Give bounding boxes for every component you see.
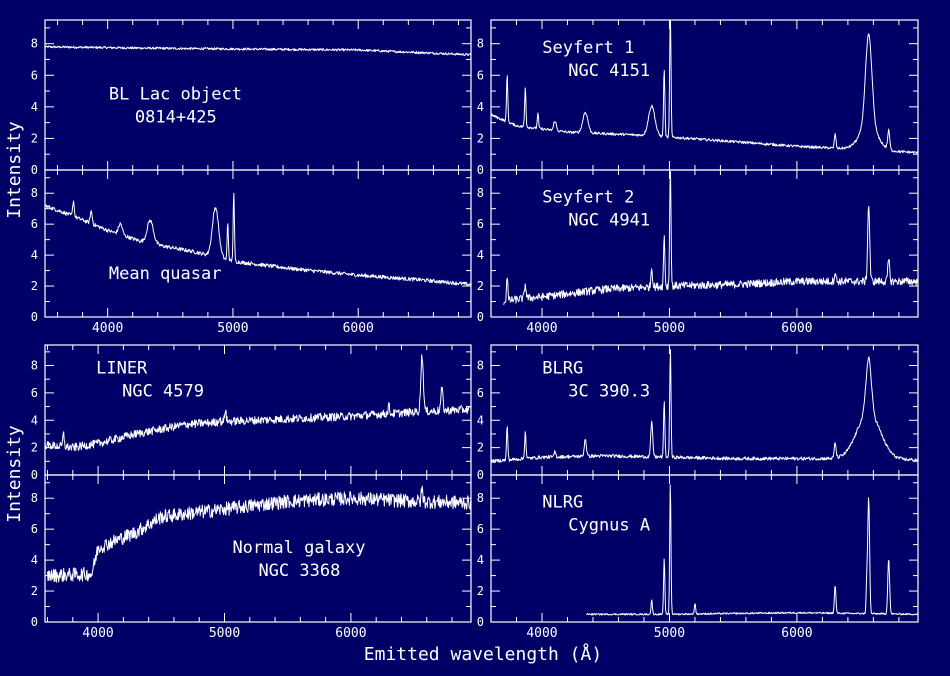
spectrum-line	[44, 192, 472, 287]
y-tick-label: 6	[477, 217, 484, 231]
y-tick-label: 8	[477, 491, 484, 505]
spectrum-line	[490, 349, 919, 464]
object-name-label: 0814+425	[135, 108, 217, 128]
x-tick-label: 6000	[343, 321, 374, 336]
object-class-label: Seyfert 1	[542, 38, 634, 58]
y-axis-label-bottom: Intensity	[4, 425, 25, 523]
y-tick-label: 8	[477, 37, 484, 51]
object-name-label: NGC 3368	[258, 561, 340, 581]
object-name-label: NGC 4941	[568, 210, 650, 230]
y-tick-label: 2	[477, 441, 484, 455]
object-class-label: LINER	[96, 359, 148, 379]
x-tick-label: 4000	[526, 321, 557, 336]
y-tick-label: 8	[477, 186, 484, 200]
spectrum-panel-6: 4000 5000 6000 0 2 4 6 8 Normal galaxy NGC 3368	[31, 474, 472, 641]
y-tick-label: 0	[31, 310, 38, 324]
object-class-label: Seyfert 2	[542, 187, 634, 207]
y-tick-label: 2	[477, 584, 484, 598]
y-tick-label: 2	[477, 279, 484, 293]
x-tick-label: 6000	[781, 626, 812, 641]
object-class-label: BLRG	[542, 359, 583, 379]
x-tick-label: 6000	[781, 321, 812, 336]
object-name-label: 3C 390.3	[568, 382, 650, 402]
y-tick-label: 8	[31, 359, 38, 373]
y-tick-label: 8	[31, 37, 38, 51]
x-tick-label: 4000	[92, 321, 123, 336]
y-tick-label: 6	[31, 68, 38, 82]
x-tick-label: 6000	[335, 626, 366, 641]
spectrum-panel-1: 0 2 4 6 8 BL Lac object 0814+425	[31, 19, 472, 177]
y-tick-label: 4	[31, 553, 38, 567]
y-tick-label: 0	[31, 615, 38, 629]
x-axis-label: Emitted wavelength (Å)	[364, 643, 602, 665]
x-tick-label: 4000	[526, 626, 557, 641]
spectrum-panel-5: 0 2 4 6 8 LINER NGC 4579	[31, 344, 472, 482]
y-tick-label: 6	[477, 68, 484, 82]
x-tick-label: 5000	[209, 626, 240, 641]
object-class-label: NLRG	[542, 492, 583, 512]
y-tick-label: 4	[477, 553, 484, 567]
spectrum-panel-7: 0 2 4 6 8 BLRG 3C 390.3	[477, 344, 919, 482]
y-tick-label: 2	[31, 131, 38, 145]
panel-frame	[44, 474, 472, 623]
x-tick-label: 5000	[654, 626, 685, 641]
y-tick-label: 8	[31, 186, 38, 200]
spectrum-line	[44, 354, 472, 452]
spectrum-panel-4: 4000 5000 6000 0 2 4 6 8 Seyfert 2 NGC 4941	[477, 169, 919, 336]
panel-frame	[490, 474, 919, 623]
y-tick-label: 6	[477, 522, 484, 536]
object-name-label: NGC 4151	[568, 61, 650, 81]
y-axis-label-top: Intensity	[4, 121, 25, 219]
y-tick-label: 2	[31, 279, 38, 293]
spectrum-line	[47, 485, 472, 583]
y-tick-label: 4	[31, 248, 38, 262]
y-tick-label: 0	[477, 468, 484, 482]
y-tick-label: 6	[31, 386, 38, 400]
object-name-label: Cygnus A	[568, 515, 650, 535]
y-tick-label: 2	[31, 584, 38, 598]
y-tick-label: 4	[31, 100, 38, 114]
x-tick-label: 4000	[82, 626, 113, 641]
spectrum-line	[490, 19, 918, 154]
spectrum-line	[503, 171, 919, 306]
y-tick-label: 4	[477, 413, 484, 427]
y-tick-label: 4	[477, 248, 484, 262]
y-tick-label: 0	[477, 163, 484, 177]
x-tick-label: 5000	[654, 321, 685, 336]
y-tick-label: 0	[477, 615, 484, 629]
y-tick-label: 4	[477, 100, 484, 114]
spectrum-line	[586, 484, 919, 616]
spectrum-panel-8: 4000 5000 6000 0 2 4 6 8 NLRG Cygnus A	[477, 474, 919, 641]
x-tick-label: 5000	[217, 321, 248, 336]
y-tick-label: 0	[31, 468, 38, 482]
panel-frame	[44, 169, 472, 318]
panel-frame	[490, 169, 919, 318]
y-tick-label: 8	[31, 491, 38, 505]
object-class-label: Mean quasar	[109, 264, 222, 284]
y-tick-label: 6	[31, 522, 38, 536]
y-tick-label: 8	[477, 359, 484, 373]
y-tick-label: 6	[477, 386, 484, 400]
y-tick-label: 2	[477, 131, 484, 145]
y-tick-label: 4	[31, 413, 38, 427]
object-name-label: NGC 4579	[122, 382, 204, 402]
y-tick-label: 0	[477, 310, 484, 324]
y-tick-label: 6	[31, 217, 38, 231]
spectrum-panel-3: 0 2 4 6 8 Seyfert 1 NGC 4151	[477, 19, 919, 177]
object-class-label: BL Lac object	[109, 85, 242, 105]
spectrum-panel-2: 4000 5000 6000 0 2 4 6 8 Mean quasar	[31, 169, 472, 336]
y-tick-label: 2	[31, 441, 38, 455]
y-tick-label: 0	[31, 163, 38, 177]
object-class-label: Normal galaxy	[232, 538, 365, 558]
spectrum-line	[44, 45, 472, 56]
